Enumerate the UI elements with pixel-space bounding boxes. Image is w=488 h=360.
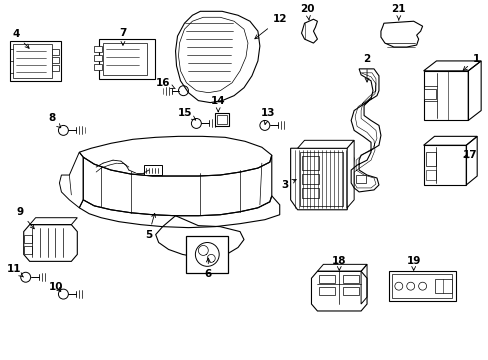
Text: 2: 2 (363, 54, 370, 82)
Text: 15: 15 (178, 108, 195, 120)
Text: 3: 3 (281, 180, 296, 190)
Text: 12: 12 (254, 14, 286, 39)
Bar (425, 152, 435, 166)
Bar (217, 114, 226, 125)
Bar (343, 275, 358, 283)
Polygon shape (297, 140, 353, 148)
Text: 14: 14 (210, 96, 225, 112)
Bar (24, 247, 32, 255)
Polygon shape (290, 148, 353, 210)
Bar (10, 41, 61, 81)
Text: 10: 10 (49, 282, 63, 292)
Text: 21: 21 (391, 4, 405, 20)
Bar (143, 165, 162, 175)
Bar (99, 39, 154, 79)
Text: 20: 20 (300, 4, 314, 20)
Polygon shape (346, 140, 353, 208)
Bar (299, 152, 343, 206)
Bar (13, 44, 52, 78)
Text: 13: 13 (260, 108, 275, 125)
Bar (301, 188, 319, 198)
Bar (319, 275, 335, 283)
Bar (94, 64, 102, 70)
Text: 11: 11 (6, 264, 23, 277)
Bar (215, 113, 229, 126)
Text: 17: 17 (462, 150, 477, 160)
Bar (343, 287, 358, 295)
Bar (423, 89, 435, 99)
Text: 8: 8 (48, 113, 61, 128)
Bar (186, 235, 228, 273)
Bar (94, 55, 102, 61)
Bar (51, 49, 60, 55)
Bar (103, 43, 146, 75)
Text: 1: 1 (462, 54, 479, 71)
Bar (94, 46, 102, 52)
Bar (391, 274, 451, 298)
Text: 16: 16 (155, 78, 175, 89)
Text: 19: 19 (406, 256, 420, 270)
Bar (355, 175, 366, 183)
Text: 4: 4 (12, 29, 29, 48)
Bar (51, 65, 60, 71)
Text: 9: 9 (16, 207, 34, 229)
Bar (51, 57, 60, 63)
Bar (24, 235, 32, 243)
Bar (301, 174, 319, 184)
Bar (434, 279, 451, 293)
Text: 6: 6 (204, 258, 211, 279)
Text: 5: 5 (145, 213, 155, 239)
Bar (301, 156, 319, 170)
Bar (388, 271, 455, 301)
Bar (425, 170, 435, 180)
Text: 7: 7 (119, 28, 126, 45)
Bar (319, 287, 335, 295)
Text: 18: 18 (331, 256, 346, 270)
